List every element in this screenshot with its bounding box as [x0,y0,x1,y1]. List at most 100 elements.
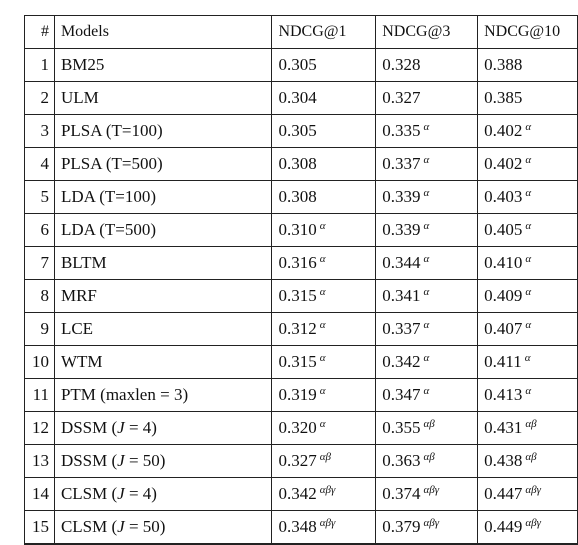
significance-marker: αβγ [319,516,336,529]
metric-cell: 0.327 αβ [271,444,377,478]
significance-marker: αβ [525,418,537,430]
significance-marker: α [319,385,326,397]
model-name: LCE [53,312,273,346]
table-row: 5 LDA (T=100) 0.308 0.339 α 0.403 α [24,180,578,214]
significance-marker: αβ [525,451,537,463]
metric-cell: 0.388 [477,48,578,82]
metric-cell: 0.304 [271,81,377,115]
metric-value: 0.308 [278,154,317,173]
significance-marker: αβγ [319,484,336,496]
table-row: 9 LCE 0.312 α 0.337 α 0.407 α [24,312,578,346]
significance-marker: α [525,121,532,133]
model-name: PLSA (T=500) [53,147,273,181]
table-row: 10 WTM 0.315 α 0.342 α 0.411 α [24,345,578,379]
row-number: 11 [24,378,55,412]
metric-value: 0.339 [382,220,421,239]
significance-marker: αβγ [525,484,541,496]
metric-value: 0.409 [484,286,523,305]
significance-marker: α [423,187,430,199]
metric-cell: 0.305 [271,48,377,82]
metric-value: 0.315 [278,352,317,371]
metric-value: 0.337 [382,154,421,173]
row-number: 6 [24,213,55,247]
table-row: 6 LDA (T=500) 0.310 α 0.339 α 0.405 α [24,213,578,247]
metric-cell: 0.328 [375,48,479,82]
metric-value: 0.316 [278,253,317,272]
row-number: 12 [24,411,55,445]
significance-marker: α [319,319,326,331]
metric-cell: 0.409 α [477,279,578,313]
metric-cell: 0.320 α [271,411,377,445]
significance-marker: αβ [319,451,331,463]
significance-marker: α [423,154,430,166]
metric-cell: 0.305 [271,114,377,148]
header-ndcg3: NDCG@3 [375,15,479,49]
significance-marker: αβγ [423,484,440,496]
metric-value: 0.449 [484,516,523,536]
metric-value: 0.405 [484,220,523,239]
metric-value: 0.319 [278,385,317,404]
significance-marker: α [525,154,532,166]
table-row: 13 DSSM (J = 50) 0.327 αβ 0.363 αβ 0.438 αβ [24,444,578,478]
metric-value: 0.411 [484,352,522,371]
model-name: ULM [53,81,273,115]
model-name: BLTM [53,246,273,280]
significance-marker: α [319,286,326,298]
metric-cell: 0.407 α [477,312,578,346]
significance-marker: α [319,253,326,265]
metric-value: 0.304 [278,88,317,107]
metric-cell: 0.410 α [477,246,578,280]
row-number: 14 [24,477,55,511]
metric-value: 0.407 [484,319,523,338]
metric-cell: 0.337 α [375,312,479,346]
metric-cell: 0.355 αβ [375,411,479,445]
table-row: 7 BLTM 0.316 α 0.344 α 0.410 α [24,246,578,280]
model-name: MRF [53,279,273,313]
significance-marker: α [423,121,430,133]
metric-cell: 0.337 α [375,147,479,181]
significance-marker: α [423,220,430,232]
significance-marker: αβγ [423,516,440,529]
row-number: 3 [24,114,55,148]
table-row: 8 MRF 0.315 α 0.341 α 0.409 α [24,279,578,313]
significance-marker: α [423,319,430,331]
metric-cell: 0.310 α [271,213,377,247]
metric-value: 0.431 [484,418,523,437]
table-row: 2 ULM 0.304 0.327 0.385 [24,81,578,115]
metric-cell: 0.405 α [477,213,578,247]
metric-value: 0.344 [382,253,421,272]
metric-value: 0.438 [484,451,523,470]
metric-value: 0.385 [484,88,523,107]
header-ndcg10: NDCG@10 [477,15,578,49]
model-name: WTM [53,345,273,379]
significance-marker: α [423,352,430,364]
row-number: 5 [24,180,55,214]
model-name: DSSM (J = 4) [53,411,273,445]
row-number: 9 [24,312,55,346]
model-name: LDA (T=500) [53,213,273,247]
metric-cell: 0.342 αβγ [271,477,377,511]
metric-cell: 0.319 α [271,378,377,412]
metric-value: 0.339 [382,187,421,206]
metric-value: 0.347 [382,385,421,404]
metric-value: 0.327 [382,88,421,107]
metric-value: 0.341 [382,286,421,305]
metric-cell: 0.308 [271,180,377,214]
metric-value: 0.335 [382,121,421,140]
significance-marker: α [423,385,430,397]
significance-marker: α [319,352,326,364]
metric-cell: 0.402 α [477,114,578,148]
metric-cell: 0.308 [271,147,377,181]
metric-cell: 0.347 α [375,378,479,412]
metric-cell: 0.385 [477,81,578,115]
significance-marker: α [423,286,430,298]
metric-value: 0.402 [484,121,523,140]
metric-value: 0.410 [484,253,523,272]
metric-cell: 0.339 α [375,180,479,214]
model-name: DSSM (J = 50) [53,444,273,478]
significance-marker: α [525,319,532,331]
metric-value: 0.308 [278,187,317,206]
metric-cell: 0.316 α [271,246,377,280]
metric-value: 0.379 [382,516,421,536]
metric-cell: 0.335 α [375,114,479,148]
